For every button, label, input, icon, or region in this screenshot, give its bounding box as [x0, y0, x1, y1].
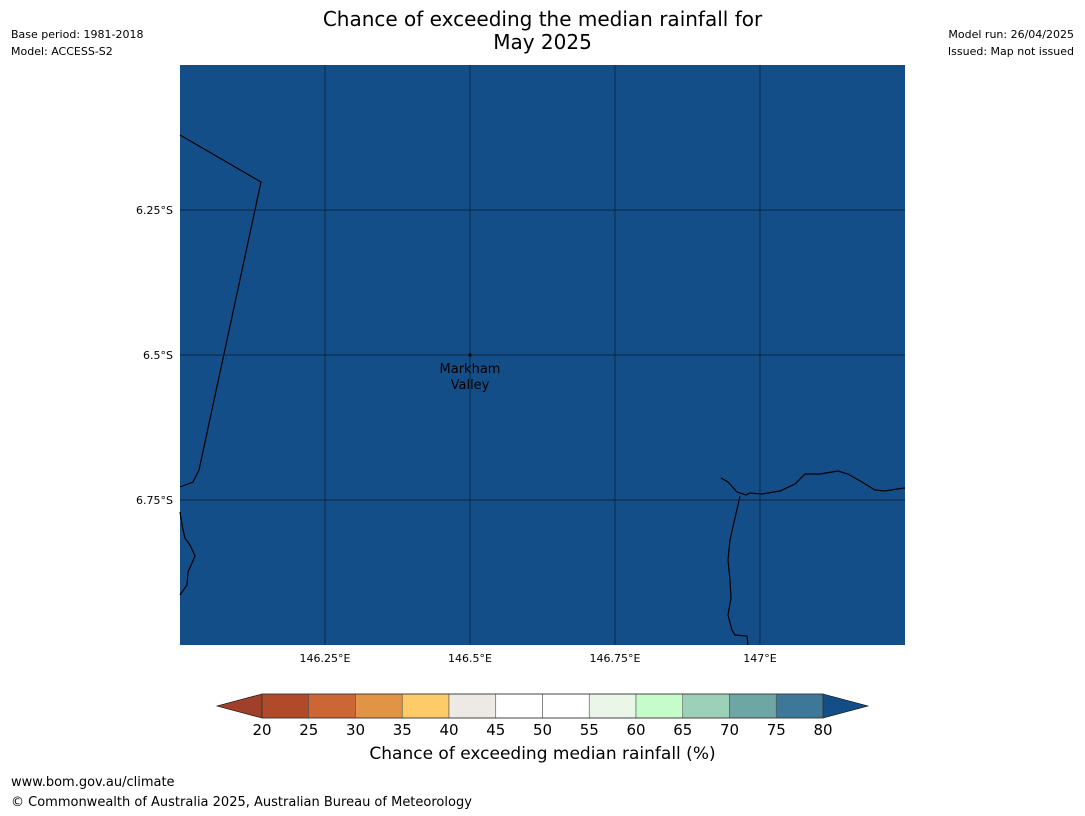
colorbar-tick-label: 30 [346, 721, 365, 739]
colorbar-tick-label: 35 [393, 721, 412, 739]
colorbar-tick-label: 70 [720, 721, 739, 739]
colorbar-tick-label: 50 [533, 721, 552, 739]
footer-copyright: © Commonwealth of Australia 2025, Austra… [11, 795, 472, 810]
lat-tick-label: 6.25°S [136, 204, 173, 217]
lat-tick-label: 6.5°S [143, 349, 173, 362]
colorbar-segment [448, 693, 497, 719]
latitude-labels: 6.25°S 6.5°S 6.75°S [136, 204, 173, 507]
base-period-text: Base period: 1981-2018 [11, 28, 144, 41]
colorbar-segment [355, 693, 403, 719]
model-run-text: Model run: 26/04/2025 [948, 28, 1074, 41]
lat-tick-label: 6.75°S [136, 494, 173, 507]
longitude-labels: 146.25°E 146.5°E 146.75°E 147°E [300, 652, 777, 665]
colorbar-segment [635, 693, 684, 719]
colorbar-tick-label: 40 [439, 721, 458, 739]
place-name-line1: Markham [440, 362, 501, 377]
colorbar-outline [261, 693, 824, 719]
colorbar-under-arrow [215, 693, 263, 719]
lon-tick-label: 146.75°E [590, 652, 641, 665]
west-coast-line [179, 511, 196, 596]
colorbar-tick-label: 55 [580, 721, 599, 739]
lon-tick-label: 147°E [743, 652, 776, 665]
footer-url: www.bom.gov.au/climate [11, 775, 175, 790]
colorbar-segment [682, 693, 730, 719]
colorbar-over-arrow [822, 693, 870, 719]
colorbar-segment [588, 693, 637, 719]
coastlines [179, 134, 906, 646]
colorbar-tick-label: 45 [486, 721, 505, 739]
map-title-line1: Chance of exceeding the median rainfall … [322, 7, 763, 31]
map-title-line2: May 2025 [493, 30, 592, 54]
colorbar-segment [261, 693, 310, 719]
issued-text: Issued: Map not issued [947, 45, 1074, 58]
place-name-line2: Valley [451, 378, 490, 393]
colorbar-tick-label: 60 [626, 721, 645, 739]
colorbar-segment [542, 693, 590, 719]
colorbar-tick-label: 25 [299, 721, 318, 739]
place-dot [468, 353, 472, 357]
lon-tick-label: 146.25°E [300, 652, 351, 665]
colorbar-segment [729, 693, 777, 719]
colorbar-tick-label: 65 [673, 721, 692, 739]
east-coast-line [720, 470, 906, 496]
colorbar-tick-label: 75 [767, 721, 786, 739]
lon-tick-label: 146.5°E [448, 652, 492, 665]
colorbar-label: Chance of exceeding median rainfall (%) [369, 744, 716, 764]
east-coast-south-line [727, 495, 749, 646]
model-text: Model: ACCESS-S2 [11, 45, 113, 58]
colorbar-tick-label: 80 [813, 721, 832, 739]
colorbar-tick-label: 20 [252, 721, 271, 739]
place-marker: Markham Valley [440, 353, 501, 393]
colorbar-segment [401, 693, 450, 719]
colorbar: 20 25 30 35 40 45 50 55 60 65 70 75 80 [215, 693, 870, 739]
colorbar-segment [308, 693, 356, 719]
meta-right: Model run: 26/04/2025 Issued: Map not is… [948, 26, 1074, 60]
meta-left: Base period: 1981-2018 Model: ACCESS-S2 [11, 26, 143, 60]
colorbar-segment [495, 693, 543, 719]
colorbar-segment [775, 693, 824, 719]
border-line [179, 134, 262, 488]
